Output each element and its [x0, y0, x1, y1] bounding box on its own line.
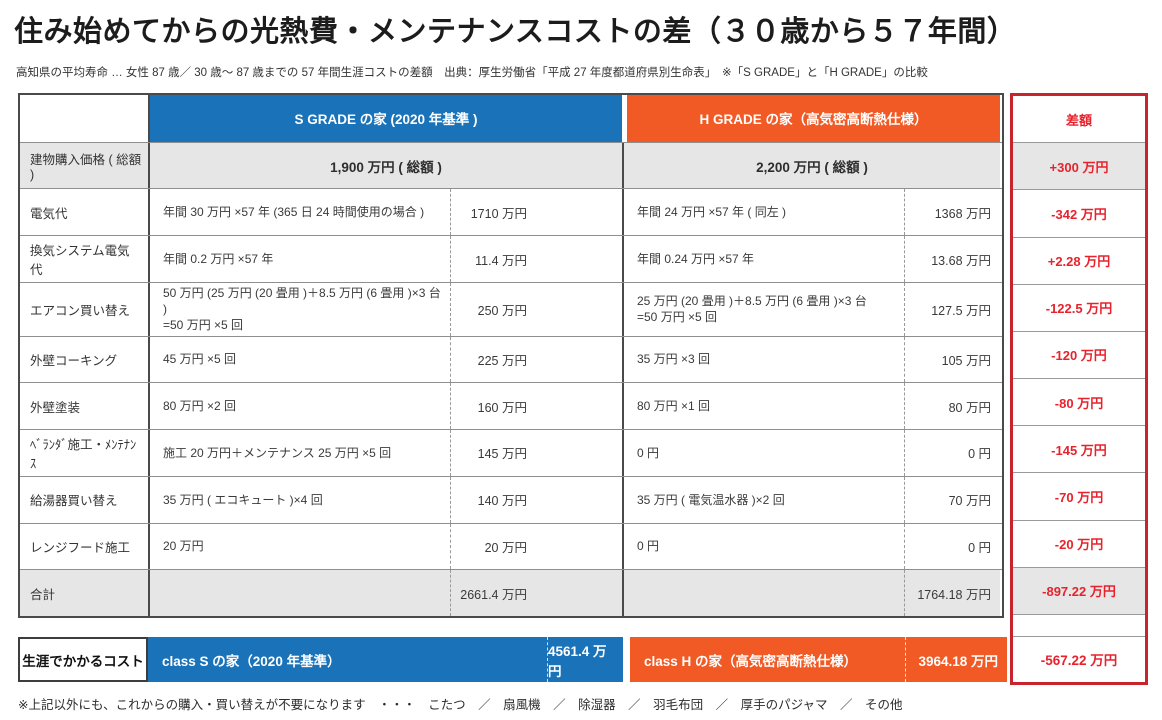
lifetime-label: 生涯でかかるコスト — [18, 637, 148, 682]
table-row: 外壁コーキング 45 万円 ×5 回 225 万円 35 万円 ×3 回 105… — [20, 335, 1002, 383]
s-grade-amount: 145 万円 — [450, 430, 622, 476]
h-grade-desc: 25 万円 (20 畳用 )＋8.5 万円 (6 畳用 )×3 台 =50 万円… — [622, 282, 904, 336]
total-h-amount: 1764.18 万円 — [904, 570, 1000, 616]
h-grade-desc: 35 万円 ×3 回 — [622, 336, 904, 383]
s-grade-desc: 施工 20 万円＋メンテナンス 25 万円 ×5 回 — [163, 445, 392, 460]
diff-value: -80 万円 — [1013, 379, 1145, 427]
diff-total: -897.22 万円 — [1013, 567, 1145, 615]
table-header-row: S GRADE の家 (2020 年基準 ) H GRADE の家（高気密高断熱… — [20, 95, 1002, 142]
table-row: レンジフード施工 20 万円 20 万円 0 円 0 円 — [20, 522, 1002, 570]
s-grade-amount: 20 万円 — [450, 523, 622, 570]
diff-value: -145 万円 — [1013, 426, 1145, 474]
s-grade-desc: 年間 30 万円 ×57 年 (365 日 24 時間使用の場合 ) — [163, 205, 425, 220]
table-row: 換気システム電気代 年間 0.2 万円 ×57 年 11.4 万円 年間 0.2… — [20, 235, 1002, 282]
s-grade-desc: 45 万円 ×5 回 — [163, 352, 237, 367]
table-row: エアコン買い替え 50 万円 (25 万円 (20 畳用 )＋8.5 万円 (6… — [20, 281, 1002, 336]
s-grade-desc: 35 万円 ( エコキュート )×4 回 — [163, 492, 323, 507]
row-label: 電気代 — [20, 189, 150, 236]
diff-purchase: +300 万円 — [1013, 143, 1145, 191]
h-grade-desc: 年間 0.24 万円 ×57 年 — [622, 236, 904, 282]
diff-header: 差額 — [1013, 96, 1145, 144]
s-grade-amount: 225 万円 — [450, 336, 622, 383]
header-empty-cell — [20, 95, 150, 142]
total-s-amount: 2661.4 万円 — [450, 570, 622, 616]
h-grade-amount: 0 円 — [904, 430, 1000, 476]
table-row: 外壁塗装 80 万円 ×2 回 160 万円 80 万円 ×1 回 80 万円 — [20, 382, 1002, 430]
h-grade-desc: 80 万円 ×1 回 — [622, 383, 904, 430]
h-grade-desc: 35 万円 ( 電気温水器 )×2 回 — [622, 476, 904, 523]
lifetime-gap — [623, 637, 630, 682]
total-row: 合計 2661.4 万円 1764.18 万円 — [20, 569, 1002, 616]
h-grade-amount: 13.68 万円 — [904, 236, 1000, 282]
s-grade-desc: 20 万円 — [163, 539, 204, 554]
h-grade-amount: 80 万円 — [904, 383, 1000, 430]
h-grade-amount: 105 万円 — [904, 336, 1000, 383]
row-label: 給湯器買い替え — [20, 476, 150, 523]
s-grade-amount: 140 万円 — [450, 476, 622, 523]
lifetime-h-amount: 3964.18 万円 — [905, 637, 1007, 682]
diff-column-frame: 差額 +300 万円 -342 万円 +2.28 万円 -122.5 万円 -1… — [1010, 93, 1148, 685]
s-grade-amount: 160 万円 — [450, 383, 622, 430]
page-title: 住み始めてからの光熱費・メンテナンスコストの差（３０歳から５７年間） — [14, 16, 1017, 48]
s-grade-amount: 11.4 万円 — [450, 236, 622, 282]
diff-value: -342 万円 — [1013, 190, 1145, 238]
diff-value: -70 万円 — [1013, 473, 1145, 521]
lifetime-cost-row: 生涯でかかるコスト class S の家（2020 年基準） 4561.4 万円… — [18, 637, 1007, 682]
row-label: 換気システム電気代 — [20, 236, 150, 282]
total-h-desc-empty — [622, 570, 904, 616]
h-grade-amount: 0 円 — [904, 523, 1000, 570]
total-s-desc-empty — [150, 570, 450, 616]
table-row: ﾍﾞﾗﾝﾀﾞ施工・ﾒﾝﾃﾅﾝｽ 施工 20 万円＋メンテナンス 25 万円 ×5… — [20, 429, 1002, 476]
lifetime-s-cell: class S の家（2020 年基準） 4561.4 万円 — [148, 637, 623, 682]
h-grade-desc: 年間 24 万円 ×57 年 ( 同左 ) — [622, 189, 904, 236]
row-label: 外壁コーキング — [20, 336, 150, 383]
row-label: ﾍﾞﾗﾝﾀﾞ施工・ﾒﾝﾃﾅﾝｽ — [20, 430, 150, 476]
purchase-h-value: 2,200 万円 ( 総額 ) — [622, 142, 1000, 189]
purchase-s-value: 1,900 万円 ( 総額 ) — [150, 142, 622, 189]
h-grade-amount: 1368 万円 — [904, 189, 1000, 236]
row-label: エアコン買い替え — [20, 282, 150, 336]
diff-column: 差額 +300 万円 -342 万円 +2.28 万円 -122.5 万円 -1… — [1013, 96, 1145, 615]
row-label: 外壁塗装 — [20, 383, 150, 430]
cost-comparison-table: S GRADE の家 (2020 年基準 ) H GRADE の家（高気密高断熱… — [18, 93, 1004, 618]
s-grade-amount: 1710 万円 — [450, 189, 622, 236]
diff-value: -122.5 万円 — [1013, 285, 1145, 332]
diff-lifetime: -567.22 万円 — [1013, 637, 1145, 680]
lifetime-h-cell: class H の家（高気密高断熱仕様） 3964.18 万円 — [630, 637, 1007, 682]
table-row: 給湯器買い替え 35 万円 ( エコキュート )×4 回 140 万円 35 万… — [20, 475, 1002, 523]
h-grade-amount: 70 万円 — [904, 476, 1000, 523]
row-label: 合計 — [20, 570, 150, 616]
page-subtitle: 高知県の平均寿命 … 女性 87 歳／ 30 歳～ 87 歳までの 57 年間生… — [16, 67, 928, 79]
header-h-grade: H GRADE の家（高気密高断熱仕様） — [622, 95, 1000, 142]
purchase-price-row: 建物購入価格 ( 総額 ) 1,900 万円 ( 総額 ) 2,200 万円 (… — [20, 141, 1002, 189]
lifetime-s-title: class S の家（2020 年基準） — [162, 653, 341, 669]
h-grade-amount: 127.5 万円 — [904, 282, 1000, 336]
diff-value: -20 万円 — [1013, 521, 1145, 568]
s-grade-amount: 250 万円 — [450, 282, 622, 336]
lifetime-s-amount: 4561.4 万円 — [547, 637, 623, 682]
row-label: 建物購入価格 ( 総額 ) — [20, 142, 150, 189]
header-s-grade: S GRADE の家 (2020 年基準 ) — [150, 95, 622, 142]
s-grade-desc: 50 万円 (25 万円 (20 畳用 )＋8.5 万円 (6 畳用 )×3 台… — [163, 285, 441, 333]
h-grade-desc: 0 円 — [622, 523, 904, 570]
s-grade-desc: 80 万円 ×2 回 — [163, 399, 237, 414]
h-grade-desc: 0 円 — [622, 430, 904, 476]
footnote: ※上記以外にも、これからの購入・買い替えが不要になります ・・・ こたつ ／ 扇… — [18, 698, 903, 712]
row-label: レンジフード施工 — [20, 523, 150, 570]
s-grade-desc: 年間 0.2 万円 ×57 年 — [163, 252, 274, 266]
table-row: 電気代 年間 30 万円 ×57 年 (365 日 24 時間使用の場合 ) 1… — [20, 188, 1002, 236]
diff-value: -120 万円 — [1013, 332, 1145, 380]
diff-value: +2.28 万円 — [1013, 238, 1145, 285]
diff-spacer-cell — [1013, 615, 1145, 637]
lifetime-h-title: class H の家（高気密高断熱仕様） — [644, 653, 858, 669]
